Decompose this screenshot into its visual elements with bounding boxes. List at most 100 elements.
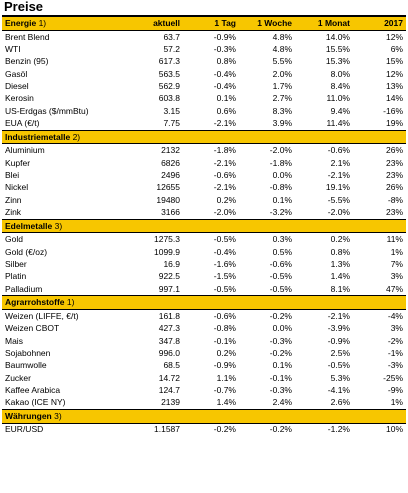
- value-aktuell: 16.9: [163, 258, 180, 269]
- value-jahr: 3%: [390, 271, 403, 282]
- value-woche: 4.8%: [272, 43, 292, 54]
- value-jahr: 23%: [385, 170, 403, 181]
- value-tag: -2.1%: [213, 157, 236, 168]
- value-tag: -0.6%: [213, 310, 236, 321]
- value-woche: 0.3%: [272, 234, 292, 245]
- value-tag: -0.5%: [213, 283, 236, 294]
- header-filler: [295, 295, 353, 310]
- table-row: Palladium 997.1 -0.5% -0.5% 8.1% 47%: [2, 283, 406, 296]
- header-filler: [295, 408, 353, 424]
- value-woche: -0.5%: [269, 283, 292, 294]
- value-monat: -4.1%: [327, 385, 350, 396]
- value-aktuell: 996.0: [158, 347, 180, 358]
- value-monat: 14.0%: [325, 31, 350, 42]
- column-header: 2017: [353, 16, 406, 31]
- table-row: Kupfer 6826 -2.1% -1.8% 2.1% 23%: [2, 157, 406, 169]
- value-jahr: -1%: [387, 347, 403, 358]
- value-tag: -0.9%: [213, 31, 236, 42]
- table-row: Zink 3166 -2.0% -3.2% -2.0% 23%: [2, 206, 406, 219]
- header-filler: [183, 408, 239, 424]
- table-row: Gold (€/oz) 1099.9 -0.4% 0.5% 0.8% 1%: [2, 246, 406, 258]
- value-jahr: 14%: [385, 93, 403, 104]
- commodity-name: WTI: [5, 43, 21, 54]
- value-woche: -0.8%: [269, 182, 292, 193]
- table-row: Mais 347.8 -0.1% -0.3% -0.9% -2%: [2, 335, 406, 347]
- table-row: Aluminium 2132 -1.8% -2.0% -0.6% 26%: [2, 144, 406, 157]
- value-jahr: 13%: [385, 81, 403, 92]
- value-tag: -1.6%: [213, 258, 236, 269]
- commodity-name: Kupfer: [5, 157, 31, 168]
- value-monat: -2.1%: [327, 310, 350, 321]
- value-aktuell: 617.3: [158, 56, 180, 67]
- value-jahr: 47%: [385, 283, 403, 294]
- value-tag: -1.5%: [213, 271, 236, 282]
- value-monat: 8.0%: [330, 68, 350, 79]
- table-row: Benzin (95) 617.3 0.8% 5.5% 15.3% 15%: [2, 55, 406, 67]
- commodity-name: Blei: [5, 170, 20, 181]
- value-monat: 2.5%: [330, 347, 350, 358]
- column-header: 1 Woche: [239, 16, 295, 31]
- value-woche: -0.2%: [269, 347, 292, 358]
- table-row: EUR/USD 1.1587 -0.2% -0.2% -1.2% 10%: [2, 423, 406, 436]
- value-woche: 0.5%: [272, 246, 292, 257]
- commodity-name: Zink: [5, 207, 22, 218]
- value-woche: 0.0%: [272, 323, 292, 334]
- title-rule: [2, 15, 406, 16]
- value-jahr: -4%: [387, 310, 403, 321]
- commodity-name: US-Erdgas ($/mmBtu): [5, 105, 89, 116]
- section-title: Agrarrohstoffe 1): [2, 295, 138, 310]
- commodity-name: Kerosin: [5, 93, 34, 104]
- value-jahr: 19%: [385, 118, 403, 129]
- header-filler: [353, 295, 406, 310]
- section-name: Agrarrohstoffe: [5, 297, 65, 308]
- section-name: Währungen: [5, 410, 52, 421]
- value-aktuell: 161.8: [158, 310, 180, 321]
- value-jahr: 23%: [385, 207, 403, 218]
- value-woche: 0.1%: [272, 360, 292, 371]
- value-woche: -0.1%: [269, 372, 292, 383]
- value-jahr: -3%: [387, 360, 403, 371]
- value-aktuell: 997.1: [158, 283, 180, 294]
- value-tag: -0.4%: [213, 81, 236, 92]
- commodity-name: Kaffee Arabica: [5, 385, 61, 396]
- header-filler: [353, 129, 406, 145]
- commodity-name: Gold (€/oz): [5, 246, 48, 257]
- section-name: Energie: [5, 18, 37, 29]
- value-jahr: 6%: [390, 43, 403, 54]
- value-tag: 0.8%: [216, 56, 236, 67]
- commodity-name: Sojabohnen: [5, 347, 51, 358]
- commodity-name: Weizen (LIFFE, €/t): [5, 310, 79, 321]
- value-woche: -2.0%: [269, 145, 292, 156]
- table-row: Brent Blend 63.7 -0.9% 4.8% 14.0% 12%: [2, 30, 406, 43]
- section-note: 3): [54, 410, 62, 421]
- value-monat: -1.2%: [327, 424, 350, 435]
- value-aktuell: 2139: [161, 397, 180, 408]
- commodity-name: EUA (€/t): [5, 118, 40, 129]
- value-monat: 0.8%: [330, 246, 350, 257]
- value-jahr: 26%: [385, 145, 403, 156]
- column-header: 1 Monat: [295, 16, 353, 31]
- value-aktuell: 2496: [161, 170, 180, 181]
- value-aktuell: 1.1587: [154, 424, 180, 435]
- value-aktuell: 563.5: [158, 68, 180, 79]
- value-aktuell: 562.9: [158, 81, 180, 92]
- value-woche: 4.8%: [272, 31, 292, 42]
- section-name: Edelmetalle: [5, 220, 53, 231]
- commodity-name: Diesel: [5, 81, 29, 92]
- value-monat: 1.3%: [330, 258, 350, 269]
- value-tag: 0.2%: [216, 194, 236, 205]
- value-aktuell: 6826: [161, 157, 180, 168]
- header-filler: [295, 218, 353, 234]
- value-monat: 8.4%: [330, 81, 350, 92]
- value-jahr: 26%: [385, 182, 403, 193]
- value-tag: -1.8%: [213, 145, 236, 156]
- value-tag: -0.4%: [213, 246, 236, 257]
- value-jahr: -25%: [383, 372, 403, 383]
- value-monat: 1.4%: [330, 271, 350, 282]
- value-monat: 8.1%: [330, 283, 350, 294]
- value-tag: 1.1%: [216, 372, 236, 383]
- value-monat: 15.3%: [325, 56, 350, 67]
- commodity-name: Weizen CBOT: [5, 323, 60, 334]
- header-filler: [138, 218, 183, 234]
- section-header: Edelmetalle 3): [2, 218, 406, 234]
